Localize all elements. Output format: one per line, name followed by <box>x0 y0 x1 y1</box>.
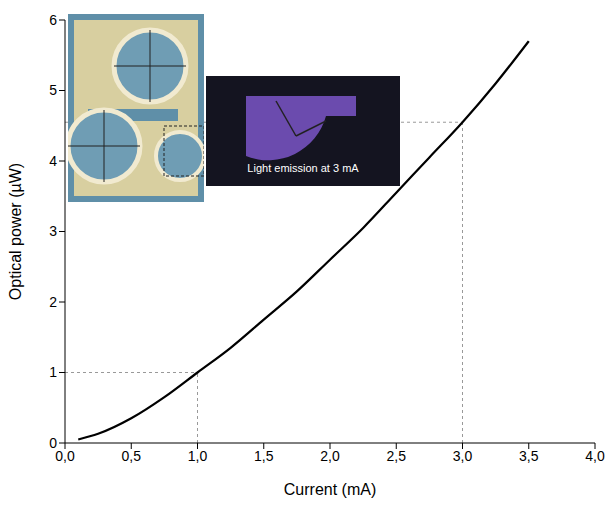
svg-text:4,0: 4,0 <box>585 448 605 464</box>
svg-text:1: 1 <box>49 364 57 380</box>
svg-text:1,0: 1,0 <box>188 448 208 464</box>
svg-text:Current (mA): Current (mA) <box>284 481 376 498</box>
svg-text:2,5: 2,5 <box>387 448 407 464</box>
svg-text:3,5: 3,5 <box>519 448 539 464</box>
svg-text:4: 4 <box>49 153 57 169</box>
svg-text:5: 5 <box>49 82 57 98</box>
svg-text:0: 0 <box>49 435 57 451</box>
svg-text:2,0: 2,0 <box>320 448 340 464</box>
svg-text:6: 6 <box>49 12 57 28</box>
svg-text:0,5: 0,5 <box>122 448 142 464</box>
svg-text:0,0: 0,0 <box>55 448 75 464</box>
svg-text:2: 2 <box>49 294 57 310</box>
svg-text:1,5: 1,5 <box>254 448 274 464</box>
html-text:Light emission at 3 mA: Light emission at 3 mA <box>247 162 359 174</box>
svg-text:3,0: 3,0 <box>453 448 473 464</box>
svg-text:Optical power (µW): Optical power (µW) <box>7 163 24 300</box>
svg-text:3: 3 <box>49 223 57 239</box>
